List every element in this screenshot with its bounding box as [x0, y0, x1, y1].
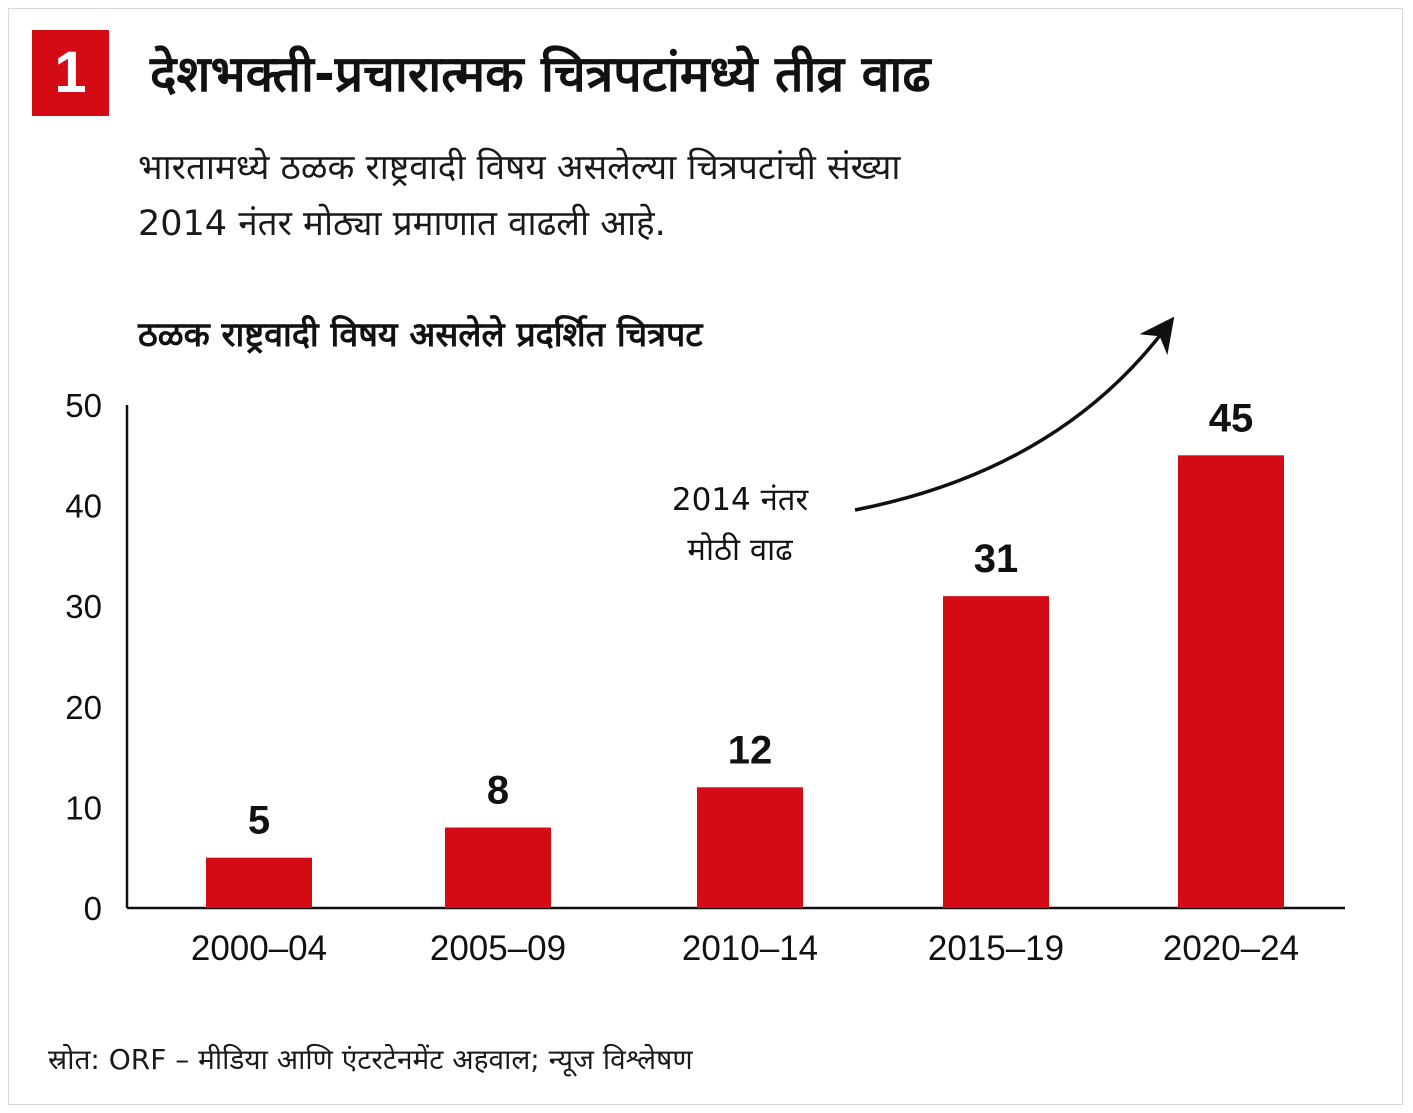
annotation-line-1: 2014 नंतर [672, 482, 810, 518]
subtitle: भारतामध्ये ठळक राष्ट्रवादी विषय असलेल्या… [138, 140, 1238, 252]
x-category-label: 2015–19 [928, 929, 1064, 968]
bar [1178, 455, 1284, 908]
subtitle-line-2: 2014 नंतर मोठ्या प्रमाणात वाढली आहे. [138, 204, 666, 244]
y-tick-label: 10 [65, 789, 102, 826]
bar [943, 596, 1049, 908]
trend-arrow-icon [854, 316, 1175, 512]
bar-value-label: 5 [248, 799, 270, 843]
bars: 5 2000–04 8 2005–09 12 2010–14 31 2015–19 45 2020… [191, 396, 1299, 968]
y-tick-label: 40 [65, 488, 102, 525]
page-title: देशभक्ती-प्रचारात्मक चित्रपटांमध्ये तीव्… [150, 45, 931, 103]
y-tick-label: 30 [65, 588, 102, 625]
chart-card [8, 8, 1403, 1105]
x-category-label: 2020–24 [1163, 929, 1299, 968]
subtitle-line-1: भारतामध्ये ठळक राष्ट्रवादी विषय असलेल्या… [138, 148, 901, 188]
y-axis: 0 10 20 30 40 50 [65, 387, 1345, 927]
chart-number-badge: 1 [32, 30, 109, 116]
x-category-label: 2000–04 [191, 929, 327, 968]
annotation: 2014 नंतर मोठी वाढ [672, 316, 1175, 568]
bar [697, 787, 803, 908]
source-note: स्रोत: ORF – मीडिया आणि एंटरटेनमेंट अहवा… [48, 1043, 693, 1076]
bar-value-label: 12 [728, 728, 773, 772]
bar [206, 857, 312, 908]
annotation-line-2: मोठी वाढ [687, 532, 793, 568]
y-tick-label: 50 [65, 387, 102, 424]
x-category-label: 2010–14 [682, 929, 818, 968]
bar-value-label: 31 [974, 537, 1019, 581]
y-tick-label: 20 [65, 689, 102, 726]
y-tick-label: 0 [84, 890, 102, 927]
bar [445, 827, 551, 908]
x-category-label: 2005–09 [430, 929, 566, 968]
bar-value-label: 8 [487, 769, 509, 813]
chart-title: ठळक राष्ट्रवादी विषय असलेले प्रदर्शित चि… [138, 315, 703, 355]
bar-value-label: 45 [1209, 396, 1254, 440]
